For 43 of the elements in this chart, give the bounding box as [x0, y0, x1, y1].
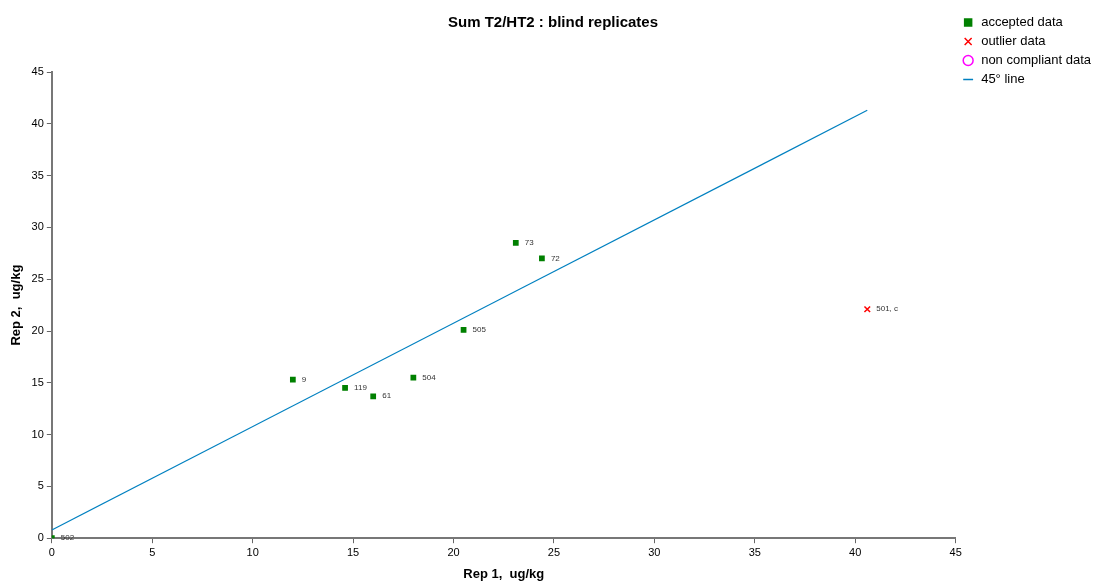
- annotation: 505: [472, 325, 487, 335]
- x-axis-title: Rep 1, ug/kg: [463, 565, 545, 581]
- annotation: 504: [422, 372, 437, 382]
- annotation: 73: [524, 238, 535, 248]
- y-axis-title: Rep 2, ug/kg: [8, 264, 24, 346]
- x-tick-label: 5: [149, 545, 156, 558]
- legend-label: 45° line: [981, 71, 1025, 87]
- annotation: 61: [382, 391, 392, 401]
- legend-label: non compliant data: [981, 52, 1092, 68]
- y-tick-label: 40: [31, 116, 44, 129]
- annotation: 119: [354, 383, 368, 393]
- point: [460, 327, 467, 333]
- x-tick-label: 15: [346, 545, 360, 558]
- point: [342, 385, 348, 391]
- x-tick-label: 45: [949, 545, 962, 558]
- legend-label: accepted data: [981, 14, 1064, 30]
- point: [863, 305, 871, 313]
- x-tick-label: 10: [246, 545, 259, 558]
- y-tick-label: 20: [31, 324, 44, 337]
- chart-title: Sum T2/HT2 : blind replicates: [447, 13, 659, 31]
- legend-label: outlier data: [981, 33, 1047, 49]
- y-tick-label: 5: [37, 479, 44, 492]
- point: [539, 255, 545, 262]
- y-tick-label: 10: [31, 427, 44, 440]
- y-tick-label: 25: [31, 272, 44, 285]
- x-tick-label: 40: [849, 545, 862, 558]
- x-tick-label: 25: [547, 545, 561, 558]
- point: [410, 374, 417, 381]
- y-tick-label: 45: [31, 65, 44, 78]
- annotation: 501, c: [876, 304, 899, 314]
- point: [512, 240, 519, 246]
- x-tick-label: 35: [748, 545, 761, 558]
- y-tick-label: 15: [31, 375, 44, 388]
- point: [289, 376, 296, 383]
- annotation: 9: [301, 374, 307, 384]
- y-tick-label: 35: [31, 168, 44, 181]
- annotation: 72: [550, 253, 561, 263]
- y-tick-label: 0: [37, 531, 44, 544]
- point: [370, 393, 377, 400]
- x-tick-label: 30: [648, 545, 661, 558]
- y-tick-label: 30: [31, 220, 44, 233]
- x-tick-label: 20: [447, 545, 460, 558]
- x-tick-label: 0: [48, 545, 55, 558]
